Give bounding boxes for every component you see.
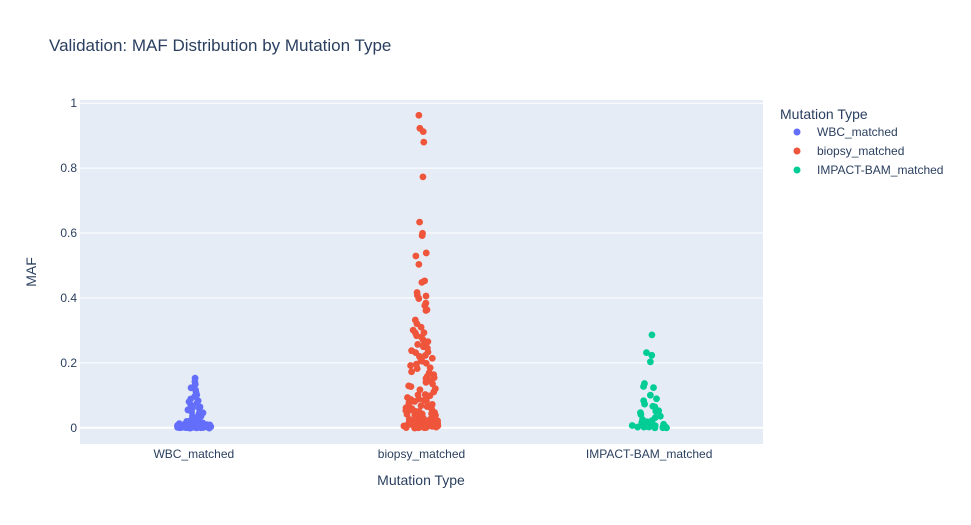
data-point [412, 252, 420, 260]
data-point [423, 397, 430, 405]
data-point [174, 423, 181, 431]
data-point [415, 261, 423, 268]
data-point [408, 368, 415, 376]
y-tick-label: 0.4 [60, 291, 77, 305]
data-point [407, 362, 414, 369]
x-tick-labels: WBC_matched biopsy_matched IMPACT-BAM_matc… [153, 447, 712, 461]
data-point [422, 307, 430, 314]
x-axis-title: Mutation Type [377, 472, 465, 488]
data-point [652, 407, 660, 415]
data-point [641, 400, 649, 408]
data-point [416, 218, 423, 226]
data-point [420, 138, 428, 146]
data-point [418, 232, 426, 240]
data-points [174, 111, 670, 432]
data-point [419, 128, 427, 136]
data-point [411, 423, 419, 431]
data-point [407, 383, 415, 391]
data-point [628, 422, 636, 429]
x-tick-label: WBC_matched [153, 447, 234, 461]
data-point [403, 410, 411, 418]
y-tick-label: 0.2 [60, 356, 77, 370]
legend-marker-impact [793, 166, 801, 174]
data-point [421, 352, 429, 359]
data-point [413, 365, 421, 372]
data-point [634, 423, 642, 431]
data-point [650, 384, 657, 391]
data-point [640, 383, 647, 390]
y-tick-label: 1 [70, 96, 77, 110]
x-tick-label: biopsy_matched [378, 447, 465, 461]
y-tick-label: 0.6 [60, 226, 77, 240]
legend-item-impact[interactable]: IMPACT-BAM_matched [793, 163, 944, 177]
data-point [195, 405, 203, 412]
data-point [646, 358, 654, 366]
data-point [416, 386, 424, 394]
data-point [656, 412, 664, 420]
legend-label-biopsy: biopsy_matched [817, 144, 904, 158]
data-point [428, 354, 436, 362]
data-point [653, 395, 660, 403]
data-point [207, 423, 215, 431]
data-point [187, 423, 195, 431]
y-tick-label: 0.8 [60, 161, 77, 175]
data-point [640, 423, 648, 431]
data-point [415, 111, 423, 119]
data-point [420, 423, 427, 431]
legend[interactable]: Mutation Type WBC_matched biopsy_matched… [780, 106, 943, 177]
data-point [643, 349, 650, 356]
data-point [402, 424, 410, 431]
y-tick-labels: 0 0.2 0.4 0.6 0.8 1 [60, 96, 77, 435]
data-point [648, 351, 656, 359]
data-point [418, 278, 426, 286]
legend-label-wbc: WBC_matched [817, 125, 898, 139]
data-point [648, 331, 656, 339]
legend-marker-biopsy [793, 147, 801, 155]
data-point [411, 398, 419, 405]
legend-title: Mutation Type [780, 106, 868, 122]
data-point [432, 411, 439, 419]
chart-title: Validation: MAF Distribution by Mutation… [49, 36, 391, 55]
data-point [194, 423, 202, 431]
data-point [417, 402, 425, 410]
y-tick-label: 0 [70, 421, 77, 435]
data-point [422, 292, 430, 300]
legend-item-wbc[interactable]: WBC_matched [793, 125, 898, 139]
data-point [422, 378, 430, 386]
legend-label-impact: IMPACT-BAM_matched [817, 163, 943, 177]
data-point [432, 423, 440, 431]
data-point [414, 341, 422, 348]
data-point [651, 424, 659, 432]
legend-marker-wbc [793, 128, 801, 136]
x-tick-label: IMPACT-BAM_matched [586, 447, 712, 461]
data-point [422, 359, 430, 367]
data-point [659, 424, 667, 432]
data-point [419, 173, 427, 181]
data-point [415, 295, 423, 302]
legend-item-biopsy[interactable]: biopsy_matched [793, 144, 905, 158]
data-point [417, 323, 425, 331]
y-axis-title: MAF [23, 257, 39, 287]
data-point [646, 391, 654, 399]
data-point [422, 249, 430, 257]
